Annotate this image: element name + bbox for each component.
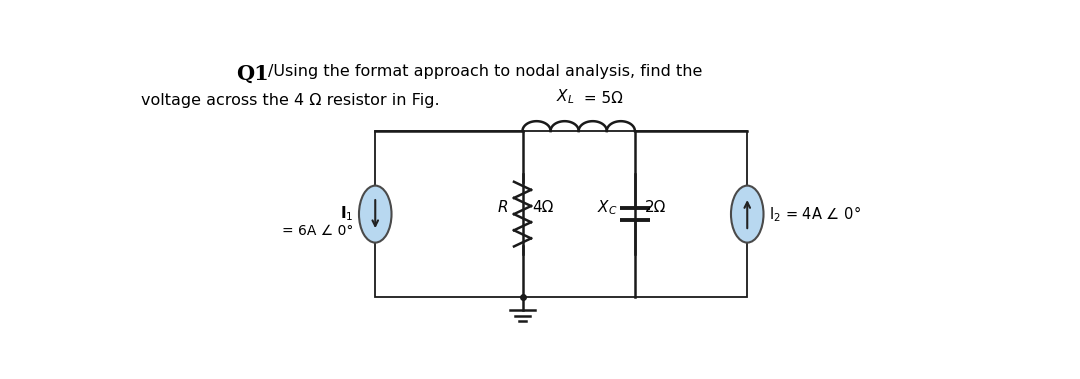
Text: $X_C$: $X_C$ xyxy=(597,199,618,217)
Text: Q1: Q1 xyxy=(235,64,269,84)
Text: $X_L$: $X_L$ xyxy=(556,88,575,106)
Text: = 6A ∠ 0°: = 6A ∠ 0° xyxy=(282,224,353,238)
Ellipse shape xyxy=(731,186,764,243)
Text: 2Ω: 2Ω xyxy=(645,200,666,215)
Text: /Using the format approach to nodal analysis, find the: /Using the format approach to nodal anal… xyxy=(268,64,703,79)
Text: voltage across the 4 Ω resistor in Fig.: voltage across the 4 Ω resistor in Fig. xyxy=(141,93,440,108)
Text: 4Ω: 4Ω xyxy=(532,200,554,215)
Text: I$_2$ = 4A ∠ 0°: I$_2$ = 4A ∠ 0° xyxy=(769,204,861,224)
Text: $\mathbf{I}_1$: $\mathbf{I}_1$ xyxy=(340,205,353,224)
Ellipse shape xyxy=(359,186,392,243)
Bar xyxy=(375,131,747,297)
Text: = 5Ω: = 5Ω xyxy=(579,91,622,106)
Text: R: R xyxy=(498,200,509,215)
